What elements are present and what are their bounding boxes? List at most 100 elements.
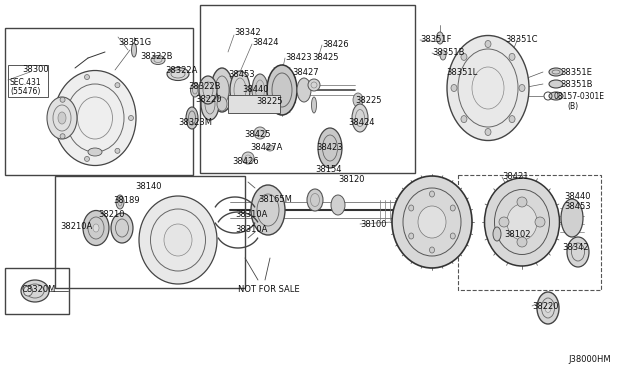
Bar xyxy=(8,65,48,97)
Text: 38310A: 38310A xyxy=(235,225,268,234)
Ellipse shape xyxy=(167,67,189,80)
Ellipse shape xyxy=(499,217,509,227)
Text: 38102: 38102 xyxy=(504,230,531,239)
Ellipse shape xyxy=(199,76,217,104)
Ellipse shape xyxy=(111,213,133,243)
Bar xyxy=(458,175,601,290)
Text: 38225: 38225 xyxy=(355,96,381,105)
Text: 38322A: 38322A xyxy=(165,66,197,75)
Ellipse shape xyxy=(307,189,323,211)
Text: 38342: 38342 xyxy=(562,243,589,252)
Ellipse shape xyxy=(451,233,455,239)
Text: 38424: 38424 xyxy=(252,38,278,47)
Ellipse shape xyxy=(191,83,200,97)
Text: 38351L: 38351L xyxy=(446,68,477,77)
Ellipse shape xyxy=(308,79,320,91)
Ellipse shape xyxy=(186,107,198,129)
Text: 38322B: 38322B xyxy=(188,82,221,91)
Ellipse shape xyxy=(517,197,527,207)
Text: 38427: 38427 xyxy=(292,68,319,77)
Text: 08157-0301E: 08157-0301E xyxy=(554,92,605,101)
Text: 38342: 38342 xyxy=(234,28,260,37)
Text: 38423: 38423 xyxy=(316,143,342,152)
Ellipse shape xyxy=(549,80,563,88)
Text: 38425: 38425 xyxy=(244,130,271,139)
Text: J38000HM: J38000HM xyxy=(568,355,611,364)
Ellipse shape xyxy=(266,145,274,151)
Ellipse shape xyxy=(549,68,563,76)
Text: 38323M: 38323M xyxy=(178,118,212,127)
Ellipse shape xyxy=(461,116,467,123)
Ellipse shape xyxy=(409,233,413,239)
Text: 38310A: 38310A xyxy=(235,210,268,219)
Text: 38351B: 38351B xyxy=(432,48,465,57)
Ellipse shape xyxy=(567,237,589,267)
Ellipse shape xyxy=(201,88,219,120)
Text: 38453: 38453 xyxy=(564,202,591,211)
Ellipse shape xyxy=(24,286,33,296)
Text: 38425: 38425 xyxy=(312,53,339,62)
Text: 38440: 38440 xyxy=(242,85,269,94)
Text: 38426: 38426 xyxy=(232,157,259,166)
Ellipse shape xyxy=(429,247,435,253)
Ellipse shape xyxy=(447,35,529,141)
Ellipse shape xyxy=(139,196,217,284)
Ellipse shape xyxy=(251,185,285,235)
Ellipse shape xyxy=(418,206,446,238)
Text: 38210A: 38210A xyxy=(60,222,92,231)
Text: 38351G: 38351G xyxy=(118,38,151,47)
Text: 38154: 38154 xyxy=(315,165,342,174)
Text: 38220: 38220 xyxy=(532,302,559,311)
Ellipse shape xyxy=(60,134,65,139)
Ellipse shape xyxy=(60,97,65,102)
Text: 38322B: 38322B xyxy=(140,52,173,61)
Bar xyxy=(228,95,280,113)
Ellipse shape xyxy=(164,224,192,256)
Bar xyxy=(200,5,415,173)
Ellipse shape xyxy=(537,292,559,324)
Ellipse shape xyxy=(517,237,527,247)
Bar xyxy=(5,268,69,314)
Ellipse shape xyxy=(545,304,551,312)
Bar xyxy=(5,28,193,175)
Ellipse shape xyxy=(429,191,435,197)
Text: 38351B: 38351B xyxy=(560,80,593,89)
Ellipse shape xyxy=(129,115,134,121)
Text: SEC.431: SEC.431 xyxy=(10,78,42,87)
Ellipse shape xyxy=(318,128,342,168)
Text: 38210: 38210 xyxy=(98,210,125,219)
Ellipse shape xyxy=(83,211,109,246)
Ellipse shape xyxy=(58,112,66,124)
Text: 38423: 38423 xyxy=(285,53,312,62)
Ellipse shape xyxy=(84,74,90,80)
Ellipse shape xyxy=(509,116,515,123)
Ellipse shape xyxy=(131,43,136,57)
Ellipse shape xyxy=(436,32,444,44)
Ellipse shape xyxy=(484,178,559,266)
Text: 38427A: 38427A xyxy=(250,143,282,152)
Ellipse shape xyxy=(561,199,583,237)
Ellipse shape xyxy=(230,71,250,109)
Bar xyxy=(55,176,245,288)
Text: 38351E: 38351E xyxy=(560,68,592,77)
Text: (55476): (55476) xyxy=(10,87,40,96)
Ellipse shape xyxy=(312,97,317,113)
Ellipse shape xyxy=(509,54,515,60)
Text: 38421: 38421 xyxy=(502,172,529,181)
Ellipse shape xyxy=(353,93,363,107)
Ellipse shape xyxy=(392,176,472,268)
Text: 38351F: 38351F xyxy=(420,35,451,44)
Text: 38424: 38424 xyxy=(348,118,374,127)
Ellipse shape xyxy=(88,148,102,156)
Ellipse shape xyxy=(116,195,124,209)
Ellipse shape xyxy=(115,148,120,153)
Ellipse shape xyxy=(217,97,227,111)
Ellipse shape xyxy=(331,195,345,215)
Ellipse shape xyxy=(485,41,491,48)
Ellipse shape xyxy=(451,84,457,92)
Text: 38225: 38225 xyxy=(256,97,282,106)
Ellipse shape xyxy=(409,205,413,211)
Ellipse shape xyxy=(352,104,368,132)
Ellipse shape xyxy=(507,204,537,240)
Ellipse shape xyxy=(242,152,254,164)
